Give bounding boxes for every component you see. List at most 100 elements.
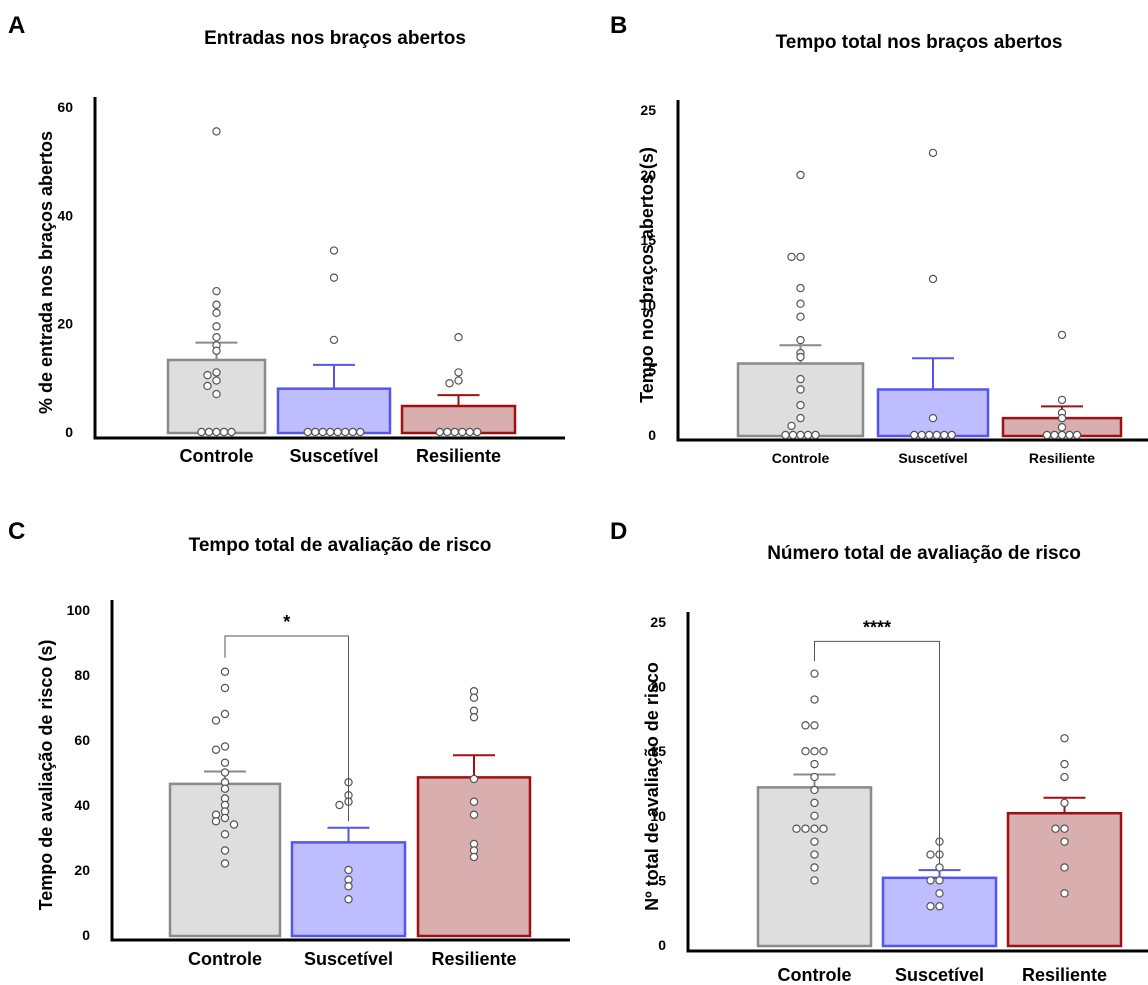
data-point <box>212 389 221 399</box>
data-point <box>787 252 796 262</box>
category-label: Controle <box>188 949 262 969</box>
data-point <box>435 427 444 437</box>
data-point <box>344 882 353 891</box>
data-point <box>796 283 805 293</box>
panel-letter-d: D <box>610 518 628 545</box>
data-point <box>796 430 805 440</box>
data-point <box>810 837 819 846</box>
y-tick-label: 25 <box>650 614 666 630</box>
data-point <box>810 695 819 704</box>
data-point <box>928 274 938 284</box>
data-point <box>796 170 805 180</box>
data-point <box>810 772 819 782</box>
data-point <box>348 427 357 437</box>
y-tick-label: 15 <box>640 232 656 248</box>
data-point <box>1057 430 1067 440</box>
data-point <box>311 427 320 437</box>
category-label: Suscetível <box>898 450 967 466</box>
data-point <box>788 430 798 440</box>
y-tick-label: 20 <box>640 167 656 183</box>
category-label: Resiliente <box>1022 965 1107 985</box>
data-point <box>1060 863 1069 872</box>
data-point <box>1057 423 1067 432</box>
data-point <box>1072 430 1082 440</box>
data-point <box>810 746 819 756</box>
category-label: Controle <box>778 965 852 985</box>
data-point <box>787 421 796 431</box>
data-point <box>454 376 463 385</box>
data-point <box>212 308 221 318</box>
data-point <box>917 430 926 440</box>
data-point <box>1065 430 1074 440</box>
data-point <box>220 709 230 719</box>
data-point <box>796 413 805 423</box>
panel-title-a: Entradas nos braços abertos <box>204 28 466 49</box>
bar-1 <box>276 387 392 435</box>
chart-panel-d: 0 5 10 15 20 25 Nº total de avaliação de risco… <box>642 612 1148 985</box>
data-point <box>803 430 813 440</box>
bar-2 <box>1006 811 1123 948</box>
chart-panel-c: 0 20 40 60 80 100 Tempo de avaliação de risco … <box>36 600 570 969</box>
y-axis-label: Tempo de avaliação de risco (s) <box>36 640 56 911</box>
data-point <box>796 385 805 394</box>
data-point <box>212 286 221 296</box>
category-label: Suscetível <box>895 965 984 985</box>
data-point <box>926 850 935 859</box>
data-point <box>212 376 221 385</box>
y-tick-label: 15 <box>650 743 666 759</box>
data-point <box>341 427 350 437</box>
panel-letter-c: C <box>8 518 26 545</box>
data-point <box>935 889 944 898</box>
y-axis-label: % de entrada nos braços abertos <box>36 131 56 414</box>
data-point <box>796 252 805 262</box>
data-point <box>796 299 805 308</box>
y-tick-label: 0 <box>65 424 73 440</box>
category-label: Suscetível <box>304 949 393 969</box>
data-point <box>220 784 230 793</box>
data-point <box>810 824 819 833</box>
data-point <box>220 683 230 693</box>
data-point <box>810 721 819 730</box>
data-point <box>211 745 221 754</box>
y-tick-label: 25 <box>640 102 656 118</box>
data-point <box>819 824 828 833</box>
data-point <box>810 785 819 795</box>
data-point <box>1051 824 1060 833</box>
y-tick-label: 20 <box>57 316 73 332</box>
data-point <box>947 430 956 440</box>
data-point <box>212 333 221 342</box>
data-point <box>810 863 819 872</box>
data-point <box>469 713 479 722</box>
data-point <box>211 716 221 725</box>
y-axis-label: Tempo nos braços abertos (s) <box>637 147 657 403</box>
data-point <box>212 346 221 355</box>
panel-title-d: Número total de avaliação de risco <box>767 543 1081 564</box>
data-point <box>796 352 805 362</box>
y-tick-label: 20 <box>650 679 666 695</box>
data-point <box>910 430 919 440</box>
data-point <box>469 810 479 819</box>
data-point <box>935 876 944 885</box>
data-point <box>811 430 820 440</box>
data-point <box>810 850 819 859</box>
y-axis-label: Nº total de avaliação de risco <box>642 662 662 911</box>
significance-bracket <box>814 640 940 864</box>
panel-letter-b: B <box>610 12 628 39</box>
data-point <box>1060 824 1069 833</box>
panel-title-c: Tempo total de avaliação de risco <box>188 535 492 556</box>
category-label: Resiliente <box>1029 450 1095 466</box>
data-point <box>220 667 230 676</box>
data-point <box>932 430 941 440</box>
data-point <box>454 368 463 377</box>
y-tick-label: 10 <box>640 297 656 313</box>
data-point <box>925 430 934 440</box>
data-point <box>329 335 339 345</box>
category-label: Controle <box>180 446 254 466</box>
y-tick-label: 60 <box>57 99 73 115</box>
data-point <box>211 817 221 826</box>
chart-panel-b: 0 5 10 15 20 25 Tempo nos braços abertos (s) Co… <box>637 100 1148 466</box>
y-tick-label: 80 <box>74 667 90 683</box>
significance-bracket <box>224 635 349 822</box>
bar-1 <box>881 876 998 948</box>
data-point <box>469 693 479 702</box>
